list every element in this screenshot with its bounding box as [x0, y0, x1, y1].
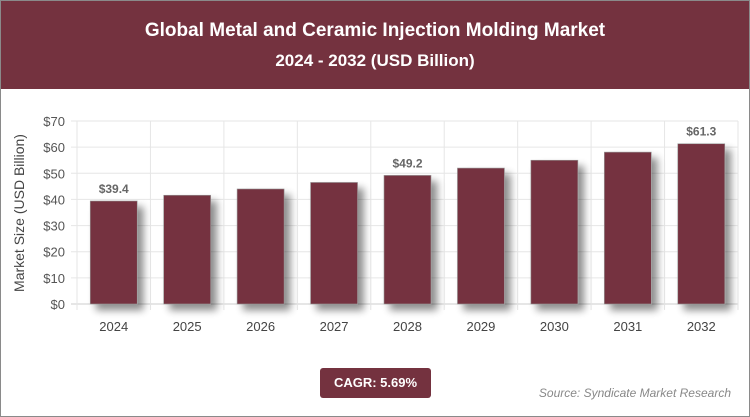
bar-2027 — [310, 182, 358, 305]
y-axis-label: Market Size (USD Billion) — [11, 134, 27, 292]
x-tick-label: 2027 — [320, 319, 349, 334]
y-tick-label: $40 — [43, 192, 65, 207]
data-label: $61.3 — [686, 125, 716, 139]
bar-2030 — [530, 159, 579, 305]
bar-2031 — [604, 151, 652, 305]
y-tick-label: $20 — [43, 245, 65, 260]
data-label: $49.2 — [392, 156, 422, 170]
y-tick-label: $10 — [43, 271, 65, 286]
chart-header: Global Metal and Ceramic Injection Moldi… — [1, 1, 749, 89]
bar-2029 — [457, 167, 505, 305]
y-tick-label: $0 — [51, 297, 65, 312]
x-tick-label: 2030 — [540, 319, 569, 334]
y-tick-label: $30 — [43, 219, 65, 234]
y-tick-label: $70 — [43, 114, 65, 129]
y-tick-label: $50 — [43, 166, 65, 181]
x-tick-label: 2026 — [246, 319, 275, 334]
bar-2025 — [163, 194, 211, 305]
x-tick-label: 2031 — [613, 319, 642, 334]
bar-chart: $0 $10 $20 $30 $40 $50 $60 $70 2024 $39.4 2025 2026… — [11, 114, 739, 334]
source-note: Source: Syndicate Market Research — [538, 386, 731, 400]
x-tick-label: 2028 — [393, 319, 422, 334]
x-tick-label: 2032 — [687, 319, 716, 334]
x-tick-label: 2029 — [466, 319, 495, 334]
y-tick-label: $60 — [43, 140, 65, 155]
bar-2032 — [677, 143, 726, 305]
x-tick-label: 2025 — [173, 319, 202, 334]
bar-2028 — [383, 175, 432, 305]
x-tick-label: 2024 — [99, 319, 128, 334]
chart-subtitle: 2024 - 2032 (USD Billion) — [275, 51, 475, 70]
cagr-badge: CAGR: 5.69% — [320, 368, 431, 398]
bar-2024 — [89, 200, 138, 305]
bar-2026 — [236, 188, 285, 305]
chart-title: Global Metal and Ceramic Injection Moldi… — [144, 20, 606, 41]
data-label: $39.4 — [99, 182, 129, 196]
